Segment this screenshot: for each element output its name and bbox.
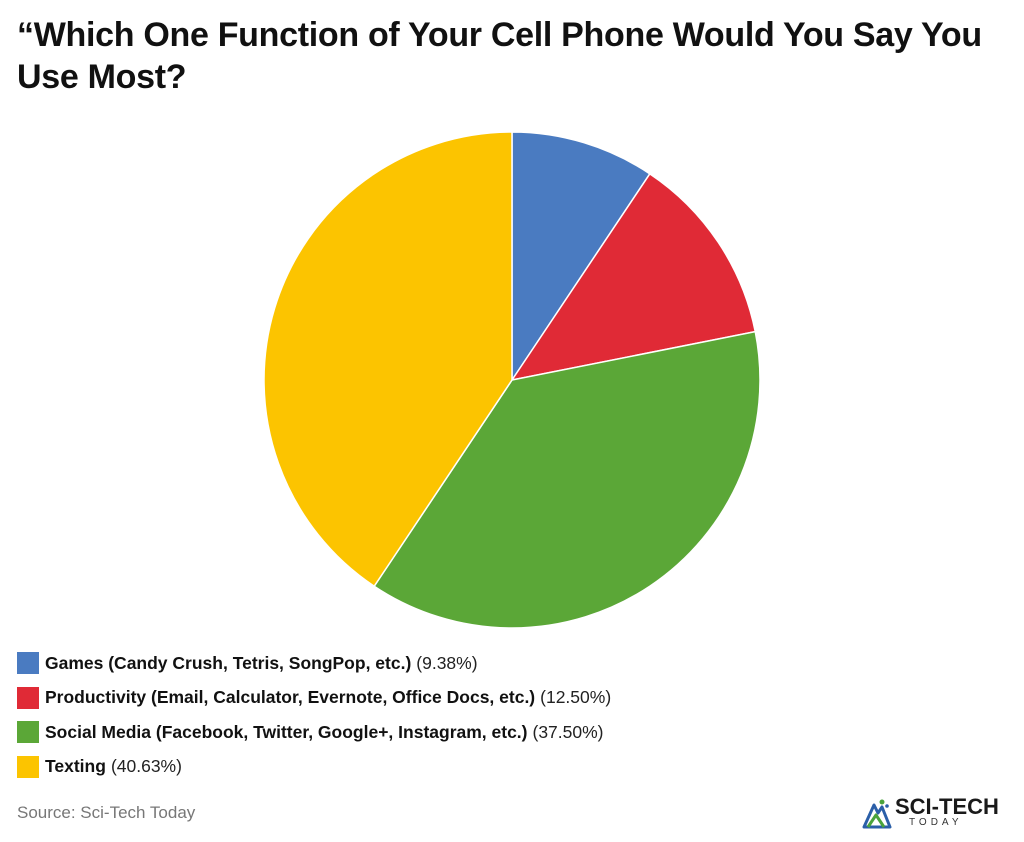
brand-mark-icon	[862, 799, 892, 829]
legend-label-productivity: Productivity (Email, Calculator, Evernot…	[45, 687, 536, 708]
legend-value-games: (9.38%)	[416, 652, 478, 673]
legend-item-social-media: Social Media (Facebook, Twitter, Google+…	[17, 715, 611, 750]
pie-slice-texting	[263, 131, 513, 588]
legend-value-texting: (40.63%)	[110, 756, 182, 777]
legend-label-texting: Texting	[45, 756, 106, 777]
brand-name: SCI-TECH	[895, 794, 999, 819]
source-note: Source: Sci-Tech Today	[17, 803, 196, 822]
legend-label-social-media: Social Media (Facebook, Twitter, Google+…	[45, 721, 528, 742]
chart-legend: Games (Candy Crush, Tetris, SongPop, etc…	[17, 646, 611, 784]
legend-value-productivity: (12.50%)	[540, 687, 612, 708]
pie-chart	[263, 131, 761, 629]
brand-sub: TODAY	[909, 817, 963, 828]
legend-item-texting: Texting (40.63%)	[17, 750, 611, 785]
legend-item-games: Games (Candy Crush, Tetris, SongPop, etc…	[17, 646, 611, 681]
pie-slice-productivity	[510, 172, 757, 382]
pie-slices	[263, 131, 761, 629]
pie-slice-games	[511, 131, 651, 383]
legend-swatch-social-media	[17, 721, 39, 744]
legend-swatch-texting	[17, 755, 39, 778]
brand-logo[interactable]: SCI-TECH TODAY	[862, 795, 1007, 831]
legend-value-social-media: (37.50%)	[532, 721, 604, 742]
legend-swatch-productivity	[17, 686, 39, 709]
legend-label-games: Games (Candy Crush, Tetris, SongPop, etc…	[45, 652, 412, 673]
legend-swatch-games	[17, 652, 39, 675]
chart-title: “Which One Function of Your Cell Phone W…	[17, 16, 982, 96]
pie-slice-social-media	[373, 330, 761, 629]
legend-item-productivity: Productivity (Email, Calculator, Evernot…	[17, 681, 611, 716]
